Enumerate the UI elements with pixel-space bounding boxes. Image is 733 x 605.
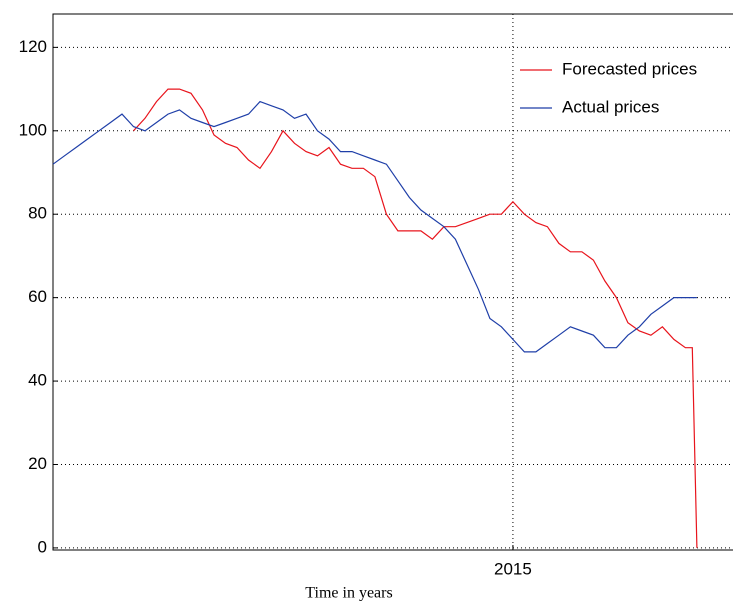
plot-frame xyxy=(52,13,733,551)
y-tick-label: 100 xyxy=(19,120,47,139)
y-tick-label: 60 xyxy=(28,287,47,306)
legend-label: Forecasted prices xyxy=(562,59,697,78)
series-line xyxy=(133,88,698,548)
legend-label: Actual prices xyxy=(562,97,659,116)
x-tick-label: 2015 xyxy=(494,559,532,578)
series-line xyxy=(52,100,697,353)
y-tick-label: 20 xyxy=(28,454,47,473)
y-tick-label: 40 xyxy=(28,371,47,390)
x-axis-label: Time in years xyxy=(305,585,392,602)
y-tick-label: 80 xyxy=(28,204,47,223)
y-tick-label: 0 xyxy=(38,537,47,556)
y-tick-label: 120 xyxy=(19,37,47,56)
